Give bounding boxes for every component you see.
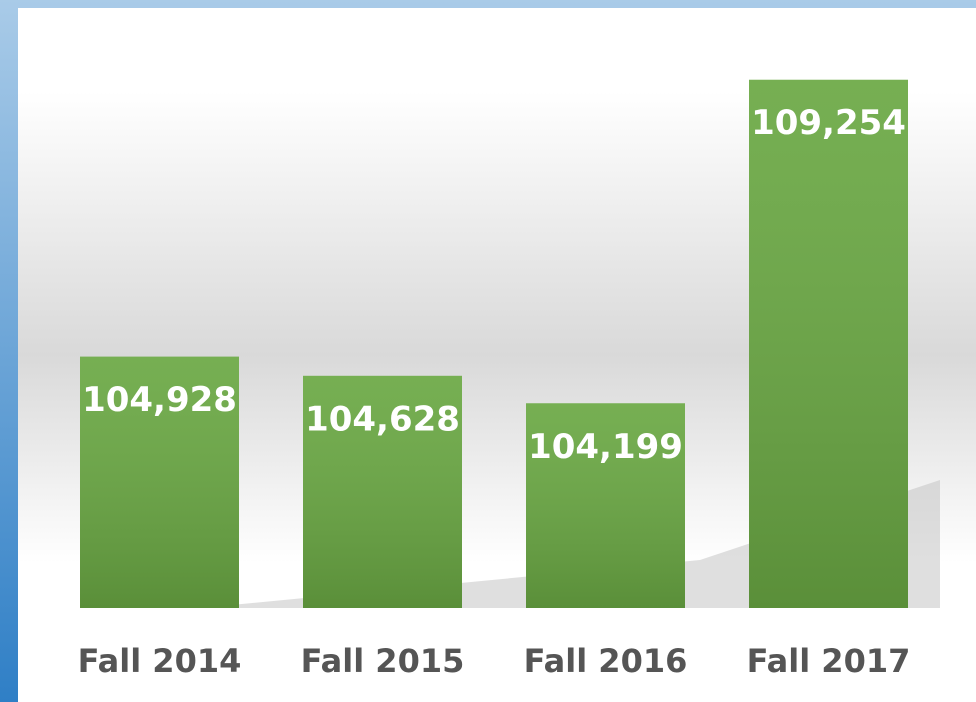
bar-shade [749, 79, 908, 608]
bar-shade [526, 403, 685, 608]
x-tick-label: Fall 2016 [524, 642, 688, 680]
data-label: 109,254 [751, 103, 906, 143]
x-tick-label: Fall 2014 [78, 642, 242, 680]
bar-shade [80, 356, 239, 608]
x-tick-label: Fall 2015 [301, 642, 465, 680]
data-label: 104,628 [305, 399, 460, 439]
data-label: 104,928 [82, 380, 237, 420]
x-tick-label: Fall 2017 [747, 642, 911, 680]
data-label: 104,199 [528, 427, 683, 467]
bar-shade [303, 375, 462, 608]
